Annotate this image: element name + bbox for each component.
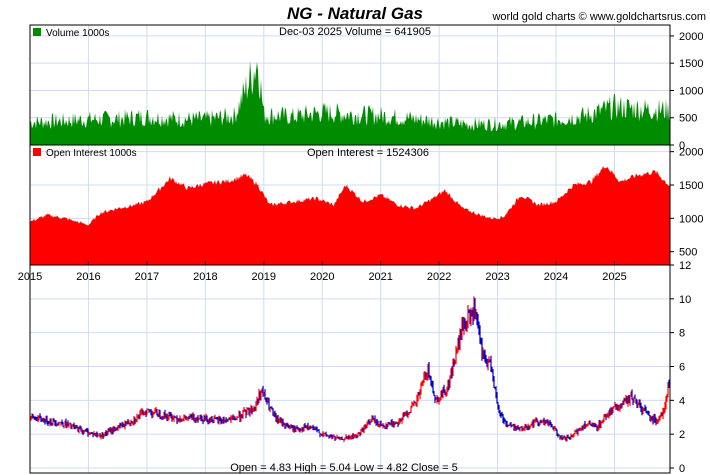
year-label-8: 2023 bbox=[485, 271, 509, 283]
year-label-6: 2021 bbox=[368, 271, 392, 283]
open-interest-legend-label: Open Interest 1000s bbox=[46, 148, 137, 159]
year-label-0: 2015 bbox=[18, 271, 42, 283]
price-frame bbox=[29, 264, 671, 474]
open-interest-area bbox=[30, 165, 670, 265]
year-label-1: 2016 bbox=[76, 271, 100, 283]
open-interest-panel: Open Interest 1000s Open Interest = 1524… bbox=[29, 144, 703, 266]
y-tick-label-3: 1500 bbox=[679, 58, 703, 70]
price-series bbox=[30, 296, 670, 442]
year-label-5: 2020 bbox=[310, 271, 334, 283]
y-tick-label-1: 1000 bbox=[679, 213, 703, 225]
volume-legend-label: Volume 1000s bbox=[46, 28, 109, 39]
year-label-2: 2017 bbox=[135, 271, 159, 283]
price-y-tick-label-4: 8 bbox=[679, 328, 685, 340]
volume-area bbox=[30, 61, 670, 145]
y-tick-label-4: 2000 bbox=[679, 31, 703, 43]
open-interest-y-axis: 500 1000 1500 2000 bbox=[670, 147, 703, 259]
price-readout: Open = 4.83 High = 5.04 Low = 4.82 Close… bbox=[230, 462, 458, 474]
year-axis: 2015 2016 2017 2018 2019 2020 2021 2022 2023 2024… bbox=[18, 261, 627, 283]
price-y-tick-label-3: 6 bbox=[679, 362, 685, 374]
year-label-3: 2018 bbox=[193, 271, 217, 283]
price-y-tick-label-1: 2 bbox=[679, 429, 685, 441]
price-y-tick-label-0: 0 bbox=[679, 463, 685, 475]
volume-panel: Volume 1000s Dec-03 2025 Volume = 641905… bbox=[29, 24, 703, 152]
price-y-tick-label-6: 12 bbox=[679, 260, 691, 272]
y-tick-label-0: 500 bbox=[679, 247, 697, 259]
volume-readout: Dec-03 2025 Volume = 641905 bbox=[279, 26, 431, 38]
credit-text: world gold charts © www.goldchartsrus.co… bbox=[491, 11, 706, 23]
y-tick-label-2: 1000 bbox=[679, 85, 703, 97]
year-label-9: 2024 bbox=[544, 271, 568, 283]
y-tick-label-2: 1500 bbox=[679, 180, 703, 192]
y-tick-label-3: 2000 bbox=[679, 147, 703, 159]
chart-title: NG - Natural Gas bbox=[287, 4, 423, 23]
price-y-axis: 0 2 4 6 8 10 12 bbox=[670, 260, 691, 475]
y-tick-label-1: 500 bbox=[679, 113, 697, 125]
year-label-7: 2022 bbox=[427, 271, 451, 283]
price-y-tick-label-5: 10 bbox=[679, 294, 691, 306]
year-label-4: 2019 bbox=[252, 271, 276, 283]
open-interest-legend-swatch bbox=[33, 148, 41, 156]
volume-y-axis: 0 500 1000 1500 2000 bbox=[670, 31, 703, 152]
year-label-10: 2025 bbox=[602, 271, 626, 283]
volume-legend-swatch bbox=[33, 28, 41, 36]
y-tick-label-0: 0 bbox=[679, 140, 685, 152]
price-y-tick-label-2: 4 bbox=[679, 395, 685, 407]
open-interest-readout: Open Interest = 1524306 bbox=[307, 147, 429, 159]
